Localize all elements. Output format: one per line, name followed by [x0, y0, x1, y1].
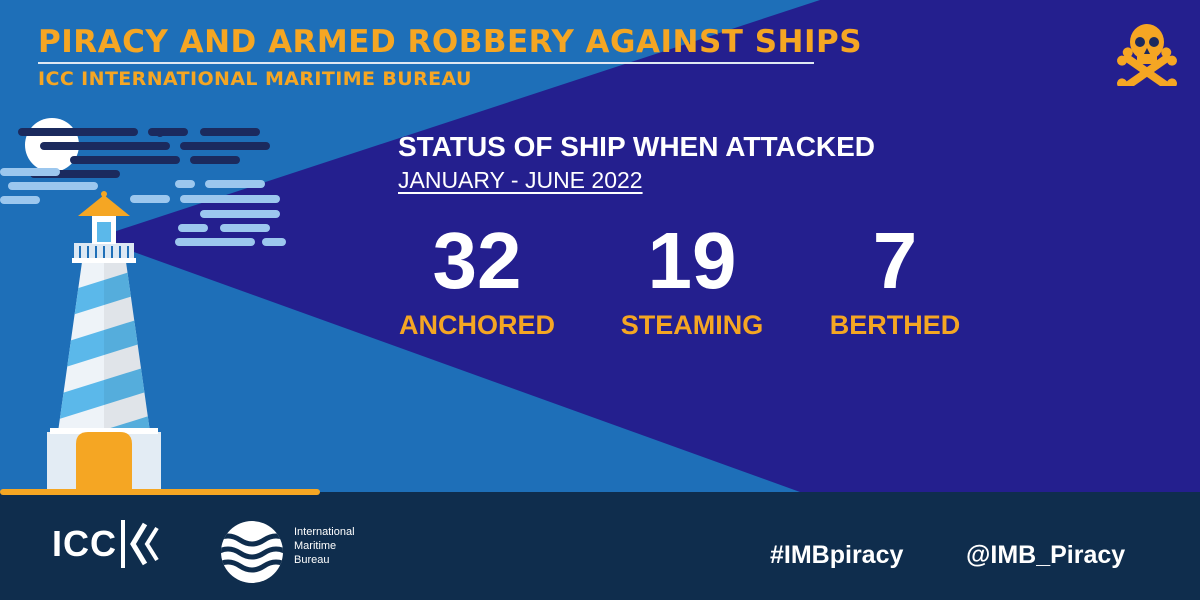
imb-logo-line: Maritime — [294, 540, 337, 552]
dark-clouds — [18, 128, 270, 178]
imb-logo-line: International — [294, 526, 355, 538]
stat-value: 7 — [872, 216, 918, 305]
stat-steaming: 19 STEAMING — [614, 218, 770, 342]
skull-crossbones-icon — [1117, 24, 1177, 86]
imb-waves-logo-icon — [221, 521, 283, 583]
stat-label: ANCHORED — [398, 310, 555, 340]
footer-bar — [0, 492, 1200, 600]
footer-accent-stripe — [0, 489, 320, 495]
stat-value: 32 — [432, 216, 522, 305]
hashtag-text: #IMBpiracy — [770, 541, 904, 569]
lighthouse-icon — [47, 191, 161, 490]
stat-heading: STATUS OF SHIP WHEN ATTACKED — [398, 131, 876, 162]
stat-value: 19 — [647, 216, 737, 305]
stat-anchored: 32 ANCHORED — [396, 218, 558, 342]
icc-logo-text: ICC — [52, 523, 117, 564]
light-beam — [95, 0, 1200, 492]
imb-logo-line: Bureau — [294, 554, 330, 566]
imb-logo: International Maritime Bureau — [220, 520, 355, 584]
stat-berthed: 7 BERTHED — [824, 218, 966, 342]
imb-logo-text: International Maritime Bureau — [294, 525, 355, 567]
infographic-title: PIRACY AND ARMED ROBBERY AGAINST SHIPS — [38, 24, 863, 60]
organization-name: ICC INTERNATIONAL MARITIME BUREAU — [38, 68, 472, 90]
twitter-handle-text: @IMB_Piracy — [966, 541, 1126, 569]
icc-logo: ICC — [52, 516, 161, 572]
stat-label: BERTHED — [829, 310, 961, 340]
title-divider — [38, 62, 814, 64]
light-clouds — [0, 168, 286, 246]
icc-logo-mark-icon — [121, 520, 159, 568]
stat-period: JANUARY - JUNE 2022 — [398, 167, 643, 193]
stat-label: STEAMING — [620, 310, 764, 340]
